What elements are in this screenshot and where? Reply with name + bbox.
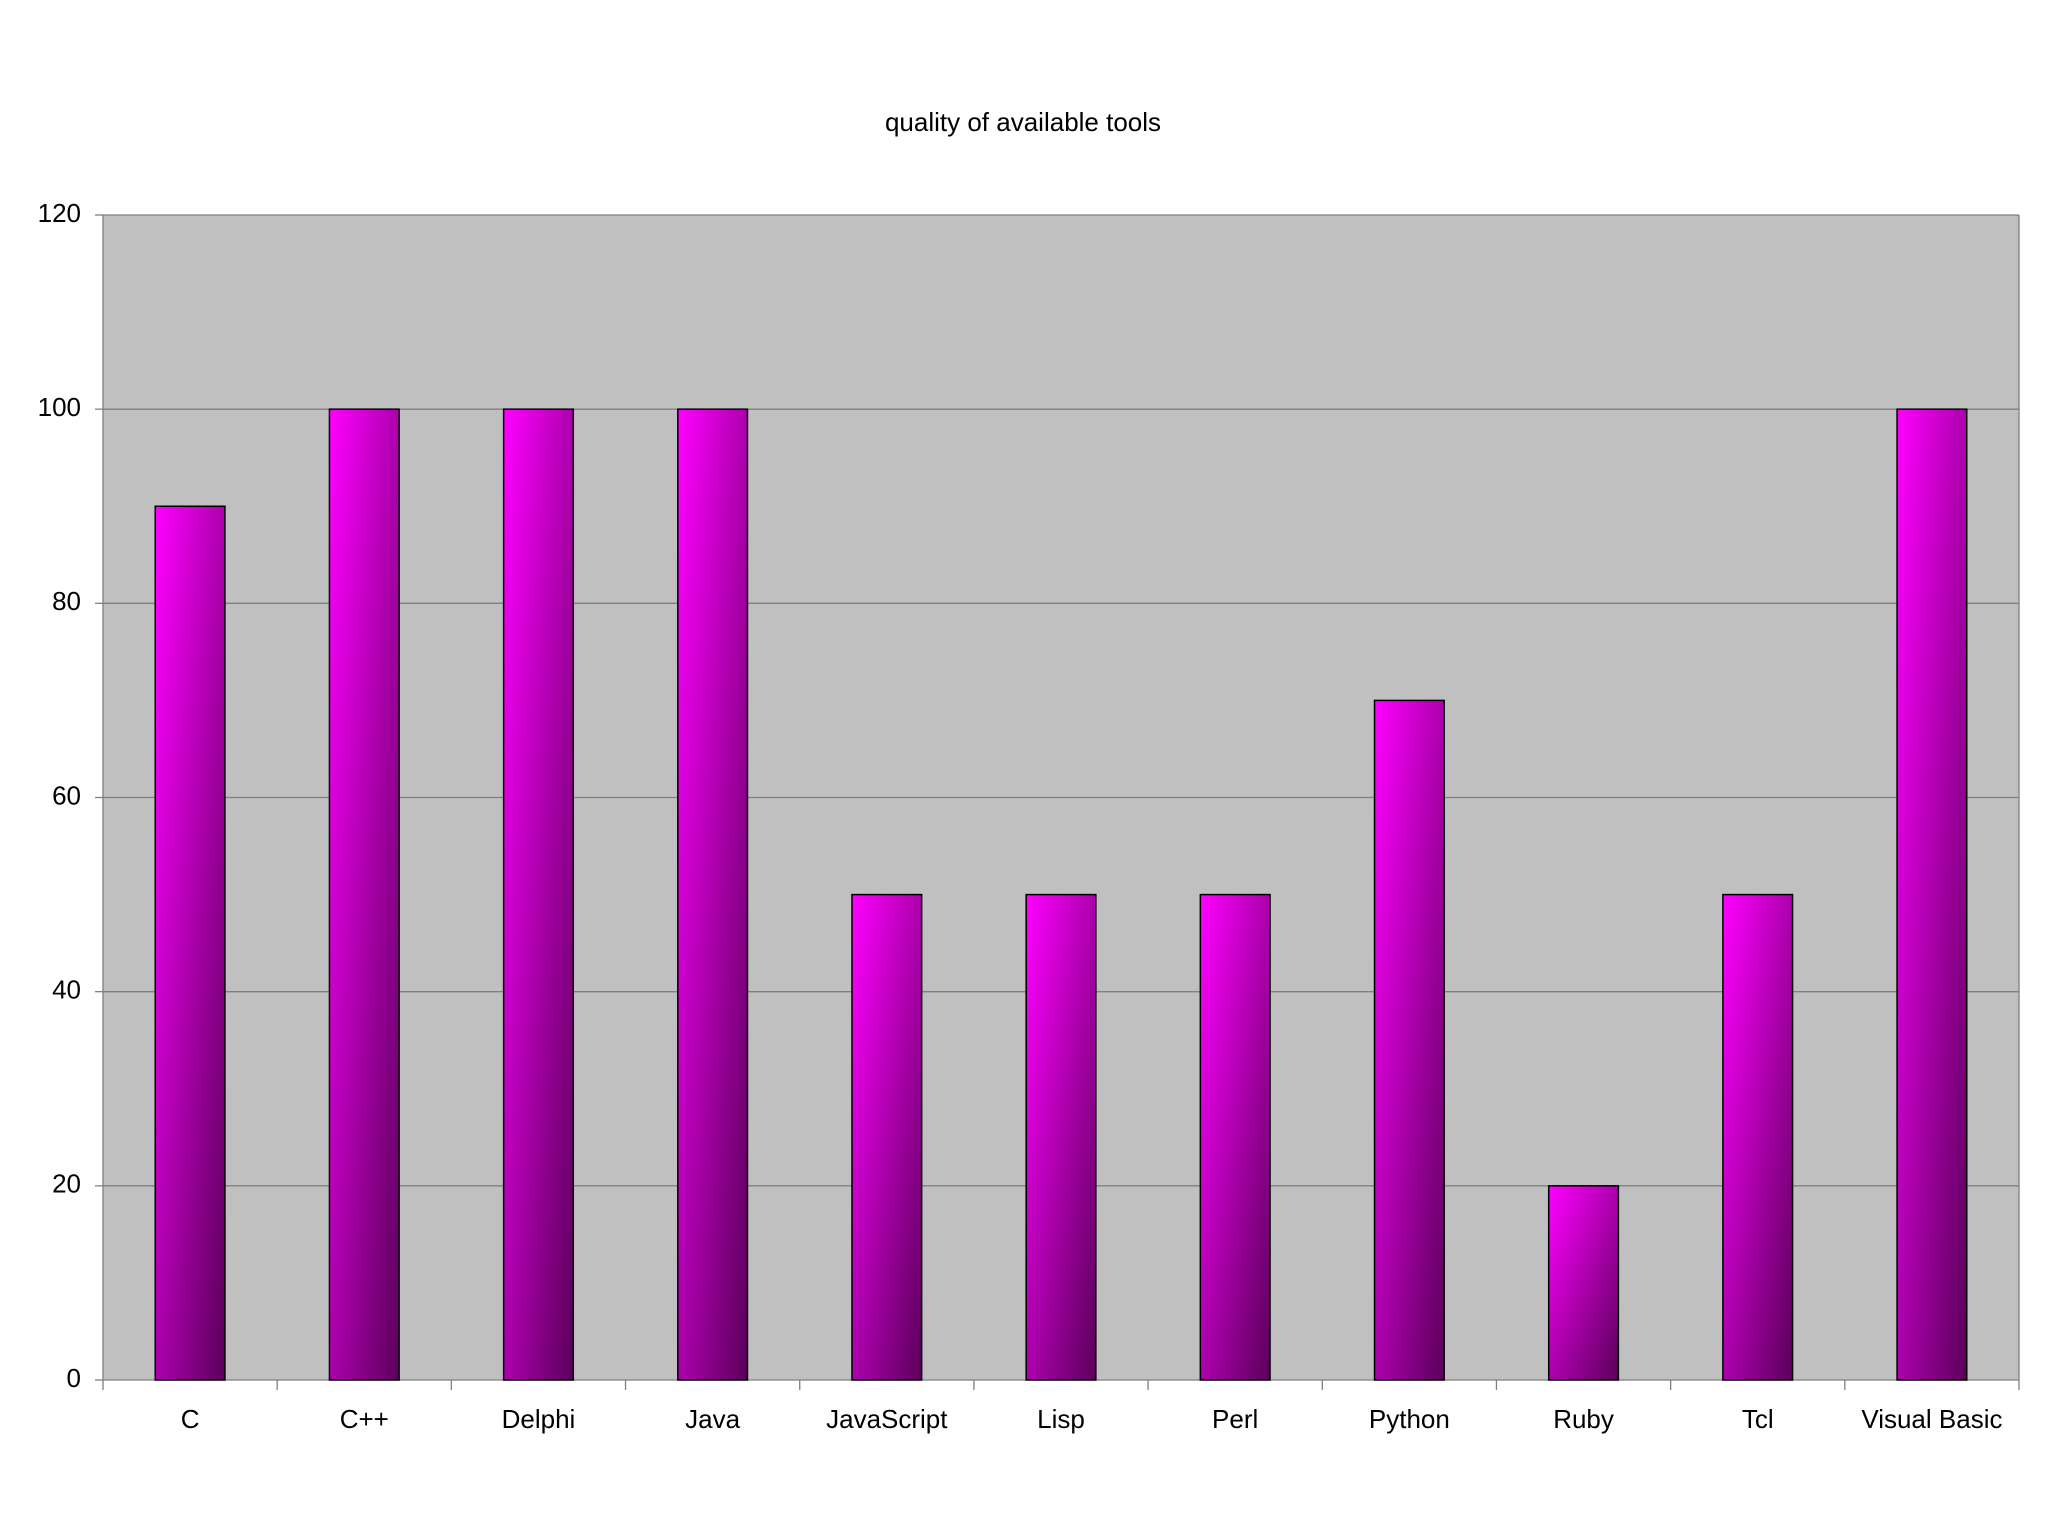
x-tick-label: Python	[1369, 1404, 1450, 1434]
bar	[1547, 1185, 1620, 1381]
x-tick-label: C++	[340, 1404, 389, 1434]
bar	[1896, 408, 1968, 1381]
x-tick-label: Lisp	[1037, 1404, 1085, 1434]
x-tick-label: Ruby	[1553, 1404, 1614, 1434]
bar	[328, 408, 400, 1381]
x-tick-label: Visual Basic	[1861, 1404, 2002, 1434]
bar	[851, 893, 923, 1381]
bar	[1199, 893, 1271, 1381]
x-tick-label: Java	[685, 1404, 740, 1434]
x-tick-label: Delphi	[502, 1404, 576, 1434]
y-tick-label: 60	[52, 780, 81, 810]
bar	[1373, 699, 1445, 1381]
bar	[502, 408, 575, 1381]
y-tick-label: 120	[38, 198, 81, 228]
bar	[154, 505, 226, 1381]
x-tick-label: JavaScript	[826, 1404, 948, 1434]
chart-title: quality of available tools	[885, 107, 1161, 137]
y-tick-label: 20	[52, 1169, 81, 1199]
x-tick-label: C	[181, 1404, 200, 1434]
y-tick-label: 40	[52, 975, 81, 1005]
y-tick-label: 0	[67, 1363, 81, 1393]
bar	[1025, 893, 1097, 1381]
y-tick-label: 80	[52, 586, 81, 616]
x-tick-label: Perl	[1212, 1404, 1258, 1434]
x-tick-label: Tcl	[1742, 1404, 1774, 1434]
y-tick-label: 100	[38, 392, 81, 422]
bar	[1722, 893, 1794, 1381]
bar	[677, 408, 749, 1381]
